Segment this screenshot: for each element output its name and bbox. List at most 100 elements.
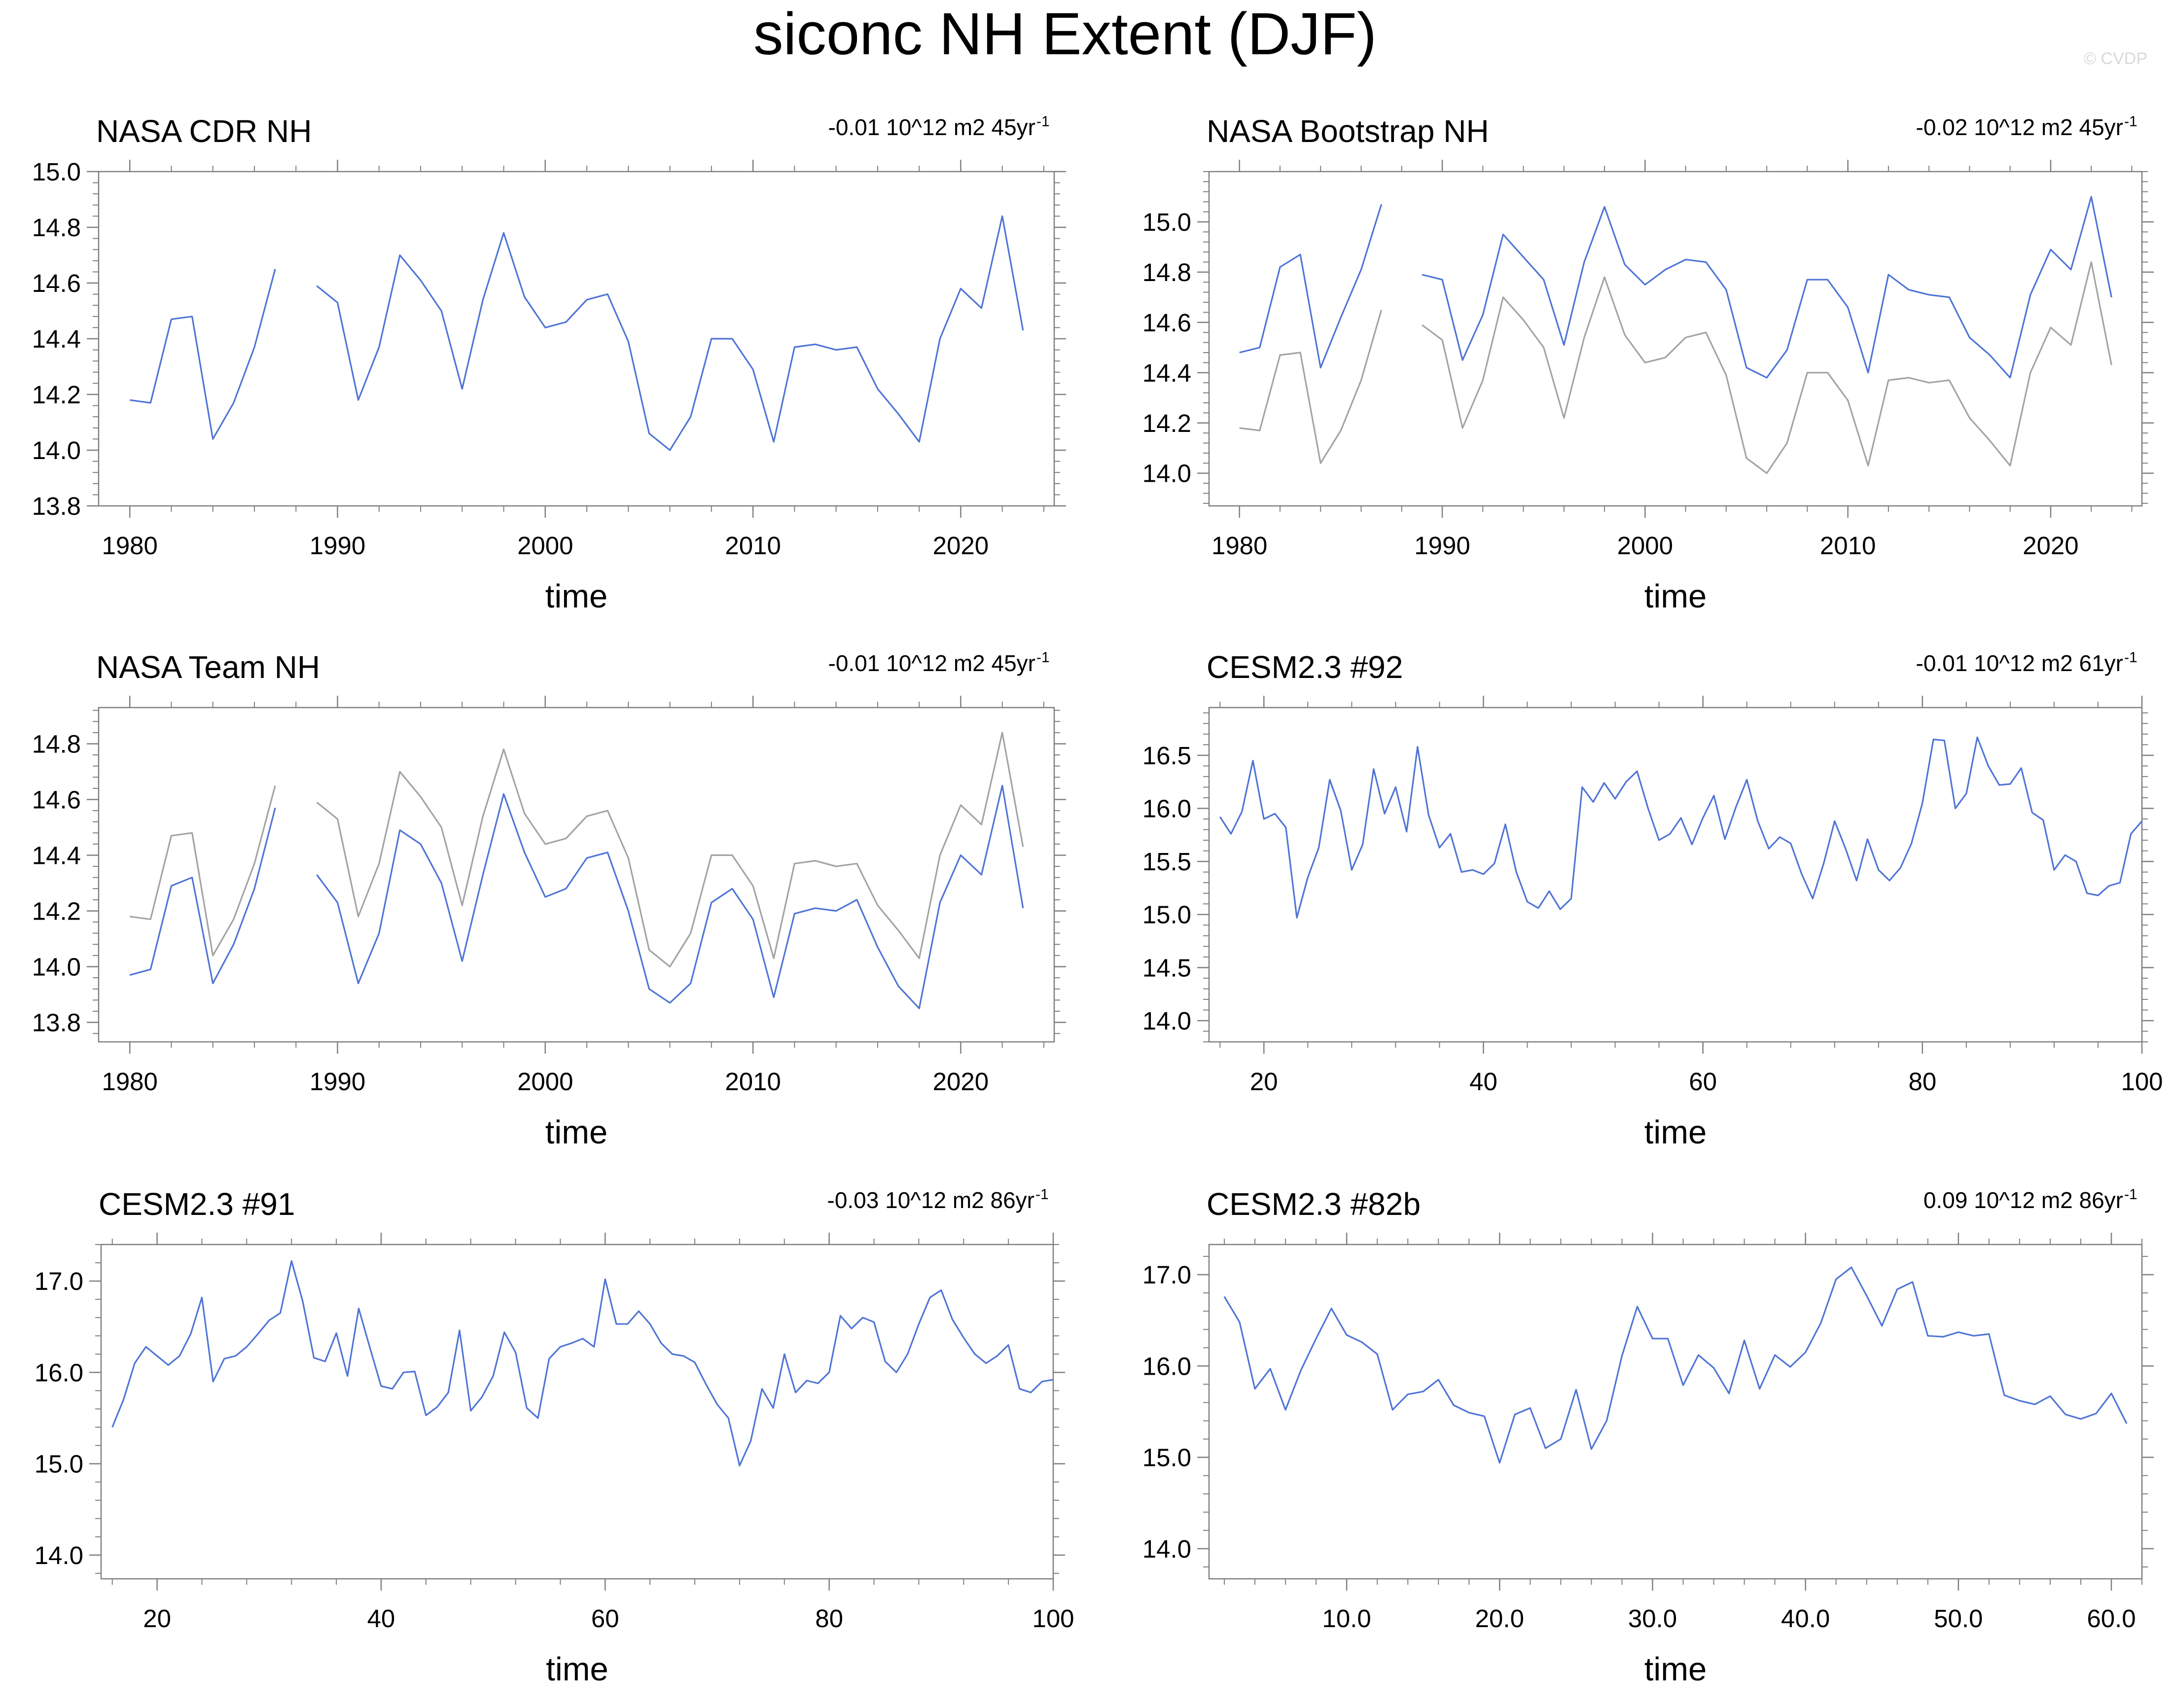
series-line-nasa-cdr-nh: [129, 215, 1024, 451]
series-line-nasa-cdr-nh-reference: [1239, 261, 2112, 474]
x-tick-label: 30.0: [1628, 1604, 1677, 1633]
plot-frame: [1208, 171, 2143, 507]
y-tick-label: 14.4: [32, 841, 81, 869]
x-tick-label: 20: [143, 1604, 171, 1633]
y-tick-label: 13.8: [32, 492, 81, 520]
x-tick-label: 60: [591, 1604, 619, 1633]
panel-title: CESM2.3 #92: [1207, 649, 1403, 685]
x-tick-label: 40.0: [1781, 1604, 1830, 1633]
y-tick-label: 14.0: [35, 1541, 83, 1569]
plot-frame: [100, 1244, 1054, 1580]
cvdp-watermark: © CVDP: [2084, 49, 2147, 68]
plot-frame: [1208, 707, 2143, 1043]
y-tick-label: 15.0: [1142, 901, 1191, 929]
figure-title: siconc NH Extent (DJF): [753, 0, 1377, 67]
trend-annotation: 0.09 10^12 m2 86yr: [1924, 1187, 2123, 1213]
y-tick-label: 16.0: [35, 1358, 83, 1387]
x-tick-label: 2000: [517, 1068, 573, 1096]
series-line-nasa-team-nh: [129, 784, 1024, 1009]
y-tick-label: 15.0: [1142, 208, 1191, 236]
y-tick-label: 14.8: [32, 214, 81, 242]
y-tick-label: 14.0: [1142, 1007, 1191, 1035]
x-axis-title: time: [1644, 1114, 1707, 1151]
y-tick-label: 14.6: [32, 269, 81, 297]
y-tick-label: 14.4: [1142, 359, 1191, 387]
trend-superscript: -1: [1036, 649, 1050, 666]
y-tick-label: 13.8: [32, 1008, 81, 1036]
x-tick-label: 2010: [725, 1068, 781, 1096]
y-tick-label: 14.6: [1142, 309, 1191, 337]
chart-panel-6: CESM2.3 #82b 0.09 10^12 m2 86yr -1 14.0 15.0…: [1142, 1186, 2154, 1688]
y-tick-label: 17.0: [35, 1267, 83, 1295]
x-tick-label: 1990: [310, 532, 365, 560]
y-tick-label: 14.4: [32, 325, 81, 353]
trend-superscript: -1: [1036, 113, 1050, 130]
trend-superscript: -1: [2124, 1186, 2137, 1203]
trend-annotation: -0.01 10^12 m2 45yr: [828, 650, 1036, 676]
x-tick-label: 2010: [725, 532, 781, 560]
y-tick-label: 17.0: [1142, 1261, 1191, 1289]
x-tick-label: 40: [1469, 1068, 1497, 1096]
x-axis-title: time: [546, 1651, 608, 1688]
x-tick-label: 100: [1032, 1604, 1074, 1633]
x-tick-label: 2000: [517, 532, 573, 560]
series-line-nasa-cdr-nh-reference: [129, 732, 1024, 968]
y-tick-label: 14.0: [32, 436, 81, 464]
chart-panel-5: CESM2.3 #91 -0.03 10^12 m2 86yr -1 14.0 15.0…: [35, 1186, 1074, 1688]
x-tick-label: 2010: [1820, 532, 1876, 560]
y-tick-label: 14.8: [32, 730, 81, 758]
y-tick-label: 15.0: [32, 158, 81, 186]
x-tick-label: 100: [2121, 1068, 2163, 1096]
x-tick-label: 80: [1908, 1068, 1936, 1096]
x-tick-label: 2020: [933, 1068, 989, 1096]
y-tick-label: 14.0: [1142, 460, 1191, 488]
x-axis-title: time: [545, 1114, 608, 1151]
x-tick-label: 1990: [1414, 532, 1470, 560]
x-tick-label: 10.0: [1322, 1604, 1371, 1633]
plot-frame: [1208, 1244, 2143, 1580]
x-tick-label: 1980: [102, 1068, 157, 1096]
series-line-nasa-bootstrap-nh: [1239, 196, 2112, 379]
x-axis-title: time: [1644, 1651, 1707, 1688]
x-tick-label: 40: [367, 1604, 395, 1633]
y-tick-label: 15.0: [35, 1450, 83, 1478]
panel-title: CESM2.3 #91: [99, 1186, 295, 1222]
y-tick-label: 16.0: [1142, 1352, 1191, 1380]
trend-annotation: -0.01 10^12 m2 61yr: [1916, 650, 2124, 676]
y-tick-label: 14.6: [32, 785, 81, 814]
chart-panel-1: NASA CDR NH -0.01 10^12 m2 45yr -1 13.8 14.0…: [32, 113, 1066, 615]
x-tick-label: 60.0: [2087, 1604, 2136, 1633]
y-tick-label: 14.0: [1142, 1535, 1191, 1563]
trend-superscript: -1: [2124, 113, 2137, 130]
x-tick-label: 2020: [2023, 532, 2078, 560]
series-line-cesm2-3-82b: [1223, 1266, 2128, 1464]
x-tick-label: 80: [815, 1604, 843, 1633]
y-tick-label: 14.2: [32, 381, 81, 409]
y-tick-label: 15.5: [1142, 848, 1191, 876]
x-tick-label: 20.0: [1475, 1604, 1524, 1633]
x-tick-label: 1990: [310, 1068, 365, 1096]
panel-title: NASA Bootstrap NH: [1207, 113, 1489, 149]
y-tick-label: 16.0: [1142, 794, 1191, 822]
x-tick-label: 20: [1250, 1068, 1278, 1096]
y-tick-label: 15.0: [1142, 1444, 1191, 1472]
plot-frame: [98, 707, 1055, 1043]
chart-panel-2: NASA Bootstrap NH -0.02 10^12 m2 45yr -1 14…: [1142, 113, 2154, 615]
trend-annotation: -0.02 10^12 m2 45yr: [1916, 114, 2124, 140]
x-tick-label: 2000: [1617, 532, 1673, 560]
x-tick-label: 60: [1689, 1068, 1717, 1096]
series-line-cesm2-3-92: [1219, 736, 2143, 919]
y-tick-label: 16.5: [1142, 742, 1191, 770]
panel-title: NASA Team NH: [96, 649, 320, 685]
y-tick-label: 14.0: [32, 953, 81, 981]
x-axis-title: time: [1644, 578, 1707, 615]
trend-annotation: -0.01 10^12 m2 45yr: [828, 114, 1036, 140]
x-tick-label: 1980: [102, 532, 157, 560]
trend-superscript: -1: [2124, 649, 2137, 666]
trend-superscript: -1: [1035, 1186, 1049, 1203]
chart-panel-3: NASA Team NH -0.01 10^12 m2 45yr -1 13.8 14.…: [32, 649, 1066, 1151]
x-axis-title: time: [545, 578, 608, 615]
y-tick-label: 14.2: [32, 897, 81, 925]
